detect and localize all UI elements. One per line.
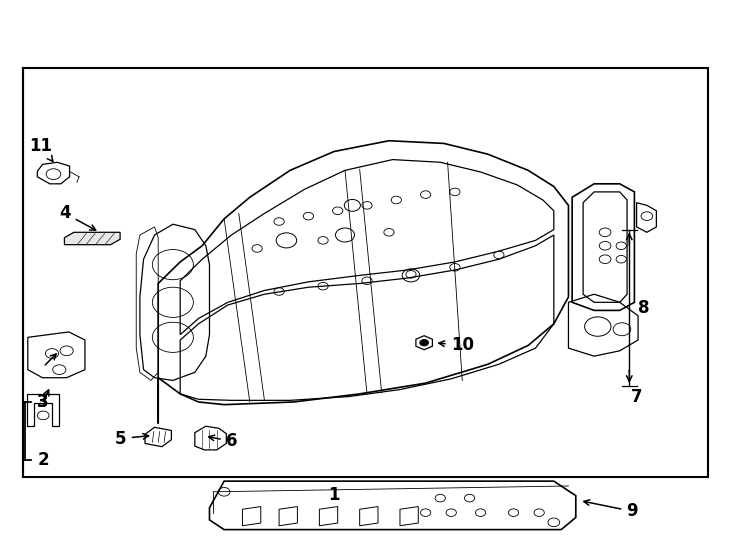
Polygon shape — [416, 336, 432, 350]
Text: 3: 3 — [37, 393, 49, 411]
Text: 4: 4 — [59, 205, 95, 230]
Bar — [23, 68, 708, 477]
Text: 10: 10 — [439, 336, 473, 354]
Polygon shape — [65, 232, 120, 245]
Text: 2: 2 — [37, 450, 49, 469]
Text: 3: 3 — [37, 393, 49, 411]
Text: 7: 7 — [631, 388, 642, 406]
Text: 5: 5 — [115, 430, 148, 448]
Text: 11: 11 — [29, 137, 53, 161]
Text: 1: 1 — [328, 485, 340, 504]
Text: 8: 8 — [638, 299, 650, 316]
Circle shape — [420, 340, 429, 346]
Text: 6: 6 — [208, 433, 237, 450]
Text: 9: 9 — [584, 500, 638, 521]
